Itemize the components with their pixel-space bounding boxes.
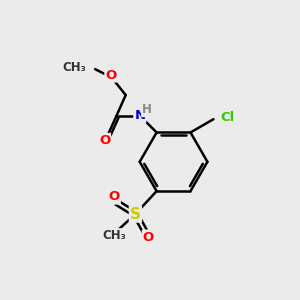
Text: Cl: Cl [220,111,234,124]
Text: O: O [105,68,117,82]
Text: O: O [143,230,154,244]
Text: CH₃: CH₃ [62,61,86,74]
Text: N: N [134,109,146,122]
Text: CH₃: CH₃ [102,229,126,242]
Text: H: H [142,103,152,116]
Text: O: O [109,190,120,203]
Text: S: S [130,207,141,222]
Text: O: O [99,134,110,147]
